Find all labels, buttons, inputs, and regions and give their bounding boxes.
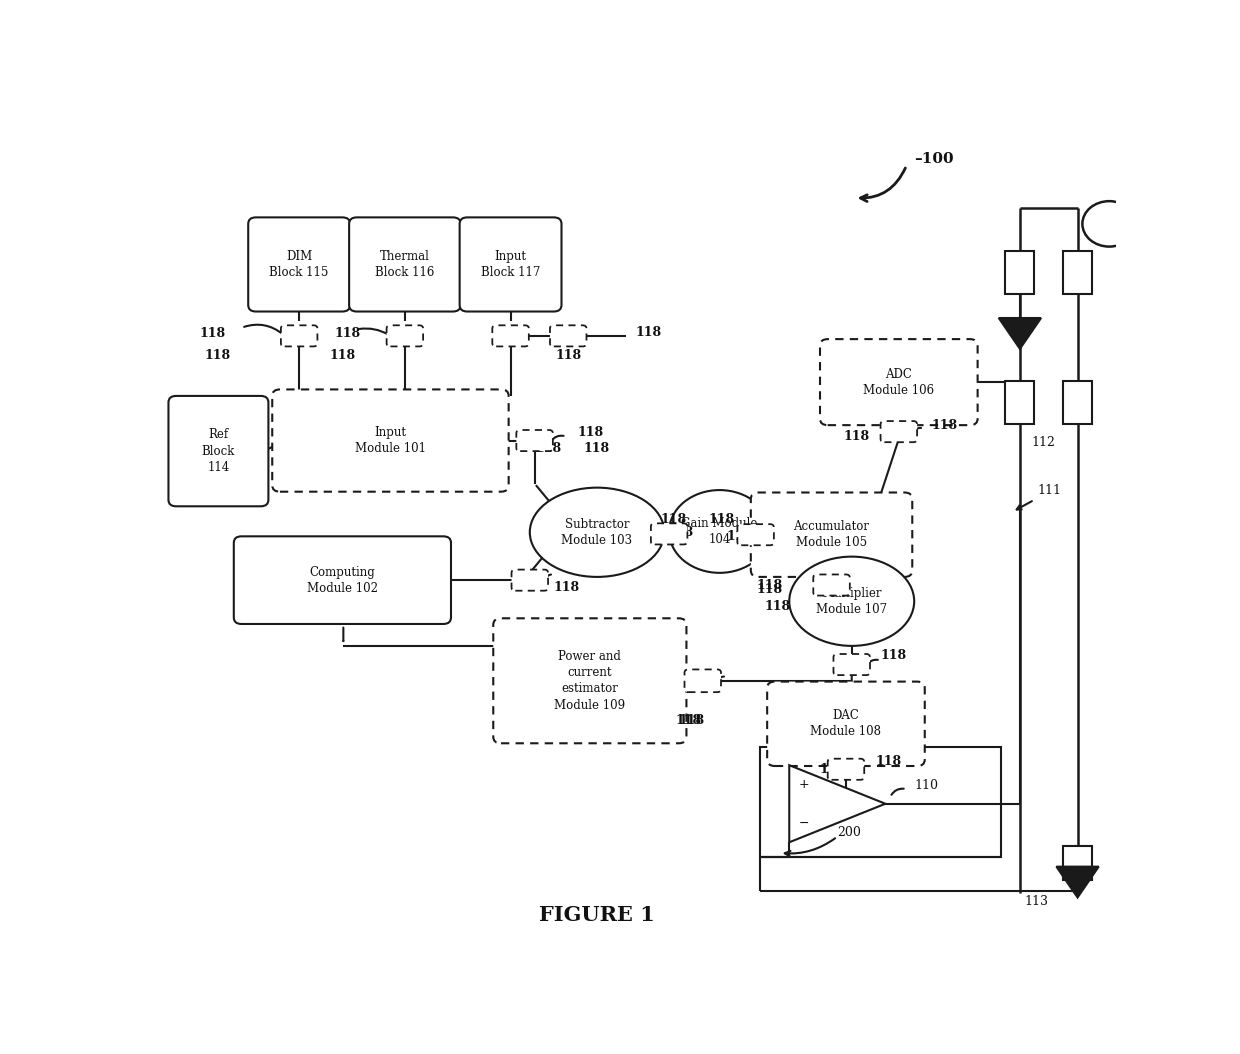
Text: ADC: ADC [885,368,913,380]
Text: 118: 118 [661,513,687,526]
Text: FIGURE 1: FIGURE 1 [539,905,655,925]
Text: Computing: Computing [310,566,376,579]
Ellipse shape [790,557,914,646]
FancyBboxPatch shape [387,326,423,347]
Text: Input: Input [374,426,407,438]
Text: 118: 118 [875,755,901,767]
Text: 118: 118 [584,443,610,455]
Text: 118: 118 [578,426,604,438]
Text: Module 106: Module 106 [863,384,935,396]
Text: 110: 110 [914,779,939,793]
Text: −: − [799,817,808,829]
Polygon shape [998,318,1042,349]
FancyBboxPatch shape [1063,252,1092,294]
Text: 118: 118 [843,430,869,443]
Text: 118: 118 [709,513,735,526]
Text: 113: 113 [1024,895,1049,909]
FancyBboxPatch shape [1006,252,1034,294]
Text: 118: 118 [820,763,846,776]
Text: 118: 118 [330,349,356,362]
Text: Module 101: Module 101 [355,443,427,455]
Text: DAC: DAC [832,709,859,722]
Text: 118: 118 [931,418,957,432]
Text: 114: 114 [207,461,229,474]
Text: Block 117: Block 117 [481,266,541,279]
FancyBboxPatch shape [169,396,268,506]
FancyBboxPatch shape [813,574,849,596]
Text: Input: Input [495,250,527,262]
FancyBboxPatch shape [516,430,553,451]
FancyBboxPatch shape [248,217,350,312]
Text: 118: 118 [880,649,906,662]
FancyBboxPatch shape [880,422,918,443]
Text: Subtractor: Subtractor [564,518,630,530]
Text: 118: 118 [554,581,580,594]
Ellipse shape [670,490,770,573]
Text: 118: 118 [756,579,784,591]
Text: 118: 118 [765,601,791,613]
FancyBboxPatch shape [1006,382,1034,424]
Text: Module 102: Module 102 [306,582,378,594]
FancyBboxPatch shape [350,217,460,312]
FancyBboxPatch shape [273,389,508,491]
FancyBboxPatch shape [234,536,451,624]
Text: Module 108: Module 108 [811,725,882,739]
Text: Multiplier: Multiplier [822,587,882,600]
Text: 104: 104 [708,533,730,546]
Text: 118: 118 [536,443,562,455]
FancyBboxPatch shape [551,326,587,347]
Text: Module 103: Module 103 [562,534,632,547]
Text: Thermal: Thermal [379,250,430,262]
Text: 118: 118 [334,327,361,340]
Text: 112: 112 [1032,436,1055,449]
Text: Ref: Ref [208,428,228,442]
Text: 118: 118 [556,349,582,362]
Text: 118: 118 [205,349,231,362]
Text: Module 105: Module 105 [796,536,867,549]
Text: 118: 118 [676,714,702,727]
Polygon shape [1056,866,1099,897]
Text: current: current [568,666,613,679]
Text: 118: 118 [832,656,858,668]
FancyBboxPatch shape [512,569,548,590]
Text: +: + [799,778,808,790]
Text: Block: Block [202,445,236,457]
Ellipse shape [529,488,665,577]
Text: Block 116: Block 116 [376,266,434,279]
Text: 118: 118 [667,526,693,539]
FancyBboxPatch shape [460,217,562,312]
Text: estimator: estimator [562,682,619,696]
Text: Power and: Power and [558,650,621,663]
FancyBboxPatch shape [1063,382,1092,424]
FancyBboxPatch shape [833,653,870,676]
Text: Accumulator: Accumulator [794,520,869,533]
FancyBboxPatch shape [281,326,317,347]
Text: Module 107: Module 107 [816,603,888,616]
Text: –100: –100 [914,152,954,165]
FancyBboxPatch shape [768,682,925,766]
FancyBboxPatch shape [820,339,977,425]
FancyBboxPatch shape [492,326,528,347]
Text: 200: 200 [837,826,862,839]
FancyBboxPatch shape [684,669,720,692]
Text: 111: 111 [1037,484,1061,496]
FancyBboxPatch shape [751,492,913,577]
Text: 118: 118 [756,583,784,596]
FancyBboxPatch shape [1063,845,1092,880]
Text: Block 115: Block 115 [269,266,329,279]
FancyBboxPatch shape [651,524,687,545]
Text: Gain Module: Gain Module [682,516,758,530]
FancyBboxPatch shape [738,524,774,545]
Text: 118: 118 [678,714,704,727]
FancyBboxPatch shape [828,759,864,780]
Text: DIM: DIM [286,250,312,262]
Text: 118: 118 [727,530,753,543]
FancyBboxPatch shape [494,619,687,743]
Text: 118: 118 [200,327,226,340]
FancyArrowPatch shape [861,168,905,201]
Text: Module 109: Module 109 [554,699,625,711]
Polygon shape [789,765,885,842]
Circle shape [1083,201,1136,247]
Text: 118: 118 [635,326,662,339]
